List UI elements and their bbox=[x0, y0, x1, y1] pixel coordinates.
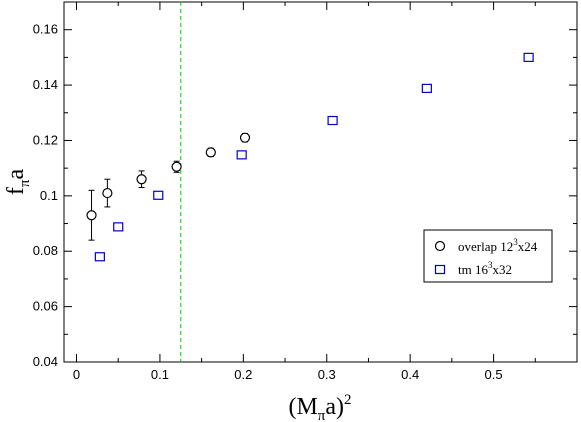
square-marker bbox=[113, 222, 124, 232]
legend-box bbox=[423, 229, 553, 283]
circle-marker bbox=[239, 132, 251, 143]
tm-data-point bbox=[421, 83, 432, 94]
x-tick-label: 0.2 bbox=[234, 367, 252, 382]
y-tick-label: 0.12 bbox=[33, 132, 58, 147]
square-marker bbox=[94, 252, 105, 262]
axis-ticks: 0 0.1 0.2 0.3 0.4 0.5 0.04 0.06 0.08 0.1 0.12 0.14 0… bbox=[33, 1, 577, 382]
y-tick-label: 0.1 bbox=[40, 188, 58, 203]
tm-data-point bbox=[94, 252, 105, 262]
x-axis-title: (Mπa)2 bbox=[288, 392, 351, 422]
y-axis-title-tail: a bbox=[3, 169, 29, 180]
overlap-data-point bbox=[136, 170, 147, 189]
y-tick-label: 0.04 bbox=[33, 354, 58, 369]
legend-overlap-sup: 3 bbox=[513, 237, 518, 247]
x-axis-title-tail: a) bbox=[325, 394, 344, 420]
circle-marker bbox=[171, 161, 182, 172]
x-tick-label: 0.5 bbox=[485, 367, 503, 382]
overlap-data-point bbox=[86, 189, 97, 241]
y-axis-title: fπa bbox=[3, 169, 33, 196]
x-tick-label: 0.4 bbox=[401, 367, 419, 382]
legend-marker-overlap bbox=[434, 240, 446, 252]
tm-data-point bbox=[523, 52, 534, 62]
x-axis-title-sup: 2 bbox=[344, 392, 352, 408]
circle-marker bbox=[205, 147, 216, 158]
square-marker bbox=[327, 115, 338, 126]
data-points-layer bbox=[86, 52, 534, 262]
y-axis-title-sub: π bbox=[17, 179, 33, 187]
circle-marker bbox=[102, 187, 113, 199]
overlap-data-point bbox=[239, 132, 251, 143]
circle-marker bbox=[136, 174, 147, 185]
square-marker bbox=[153, 190, 164, 200]
legend-overlap-post: x24 bbox=[518, 239, 538, 254]
overlap-data-point bbox=[205, 147, 216, 158]
x-axis-title-sub: π bbox=[318, 408, 326, 422]
legend-tm-sup: 3 bbox=[488, 260, 493, 270]
tm-data-point bbox=[113, 222, 124, 232]
x-axis-title-main: (M bbox=[288, 394, 317, 420]
legend-tm-pre: tm 16 bbox=[458, 262, 488, 277]
x-tick-label: 0 bbox=[73, 367, 80, 382]
square-marker bbox=[523, 52, 534, 62]
square-marker bbox=[421, 83, 432, 94]
y-tick-label: 0.14 bbox=[33, 77, 58, 92]
legend-label-overlap: overlap 123x24 bbox=[458, 237, 538, 254]
legend-marker-tm bbox=[434, 264, 446, 275]
tm-data-point bbox=[327, 115, 338, 126]
overlap-data-point bbox=[102, 178, 113, 208]
y-tick-label: 0.08 bbox=[33, 243, 58, 258]
x-tick-label: 0.3 bbox=[318, 367, 336, 382]
plot-frame bbox=[63, 1, 578, 363]
legend-overlap-pre: overlap 12 bbox=[458, 239, 513, 254]
legend-label-tm: tm 163x32 bbox=[458, 260, 512, 277]
x-tick-label: 0.1 bbox=[151, 367, 169, 382]
circle-marker bbox=[86, 210, 97, 221]
y-axis-title-main: f bbox=[3, 187, 29, 195]
tm-data-point bbox=[153, 190, 164, 200]
y-tick-label: 0.16 bbox=[33, 22, 58, 37]
legend: overlap 123x24 tm 163x32 bbox=[423, 229, 553, 283]
legend-tm-post: x32 bbox=[492, 262, 512, 277]
y-tick-label: 0.06 bbox=[33, 299, 58, 314]
tm-data-point bbox=[236, 150, 247, 160]
square-marker bbox=[236, 150, 247, 160]
overlap-data-point bbox=[171, 160, 182, 173]
